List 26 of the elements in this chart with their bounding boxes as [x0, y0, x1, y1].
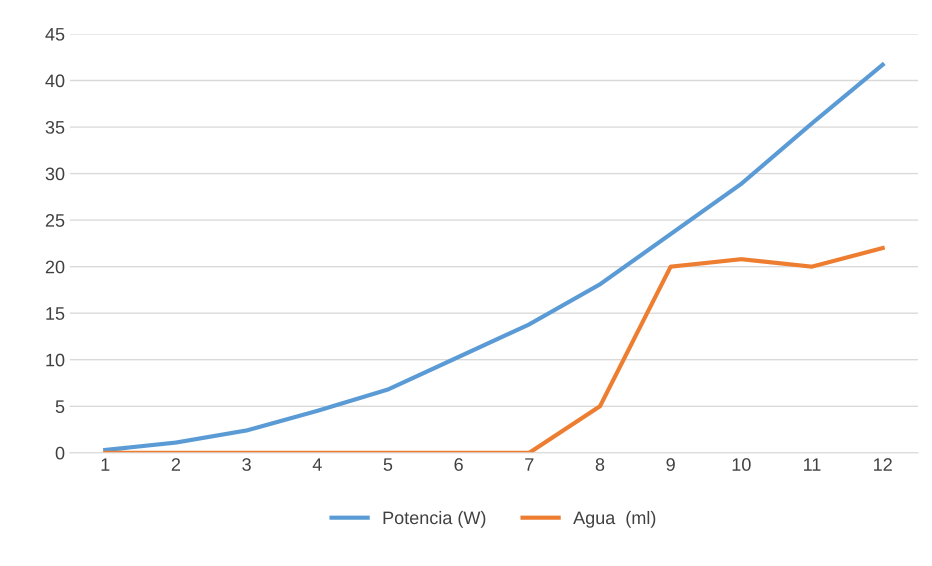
y-tick-label: 0: [56, 446, 64, 460]
y-tick-label: 15: [46, 307, 64, 320]
line-series: [103, 246, 885, 453]
legend-label: Agua (ml): [573, 510, 656, 528]
line-series: [103, 62, 885, 452]
x-tick-label: 6: [454, 458, 463, 471]
y-tick-label: 5: [56, 400, 64, 413]
y-tick-label: 35: [46, 120, 64, 134]
x-tick-label: 5: [384, 458, 392, 471]
y-tick-label: 10: [46, 354, 64, 366]
x-tick-label: 7: [525, 458, 534, 471]
x-tick-label: 8: [596, 458, 604, 471]
x-tick-label: 1: [102, 458, 110, 471]
x-tick-label: 3: [242, 458, 251, 471]
legend-label: Potencia (W): [384, 510, 486, 528]
x-tick-label: 2: [172, 458, 180, 471]
x-tick-label: 4: [312, 458, 322, 471]
y-tick-label: 20: [46, 260, 64, 274]
y-tick-label: 40: [45, 74, 64, 88]
y-tick-label: 25: [46, 214, 64, 227]
x-tick-label: 12: [874, 458, 892, 471]
y-tick-label: 30: [46, 168, 64, 180]
x-tick-label: 11: [804, 458, 820, 471]
x-tick-label: 9: [666, 458, 675, 471]
x-tick-label: 10: [732, 458, 751, 471]
y-tick-label: 45: [45, 28, 64, 41]
